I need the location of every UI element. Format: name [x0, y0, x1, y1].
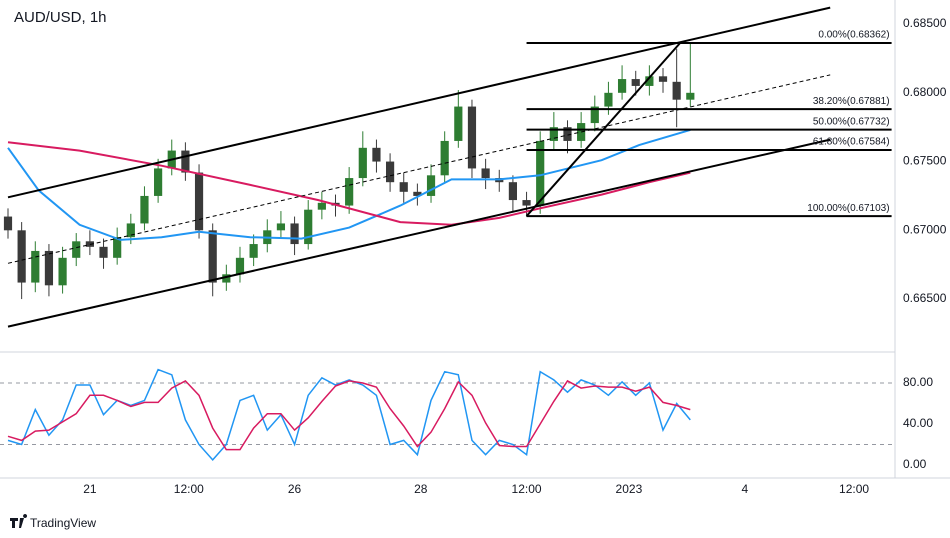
- y-tick-label: 0.68500: [903, 16, 947, 30]
- candle-body: [44, 250, 54, 286]
- candle-body: [440, 140, 449, 176]
- line: [7, 128, 691, 241]
- candle-body: [645, 76, 654, 86]
- line: [7, 379, 691, 451]
- plot-area: [0, 6, 895, 462]
- candle-body: [672, 81, 681, 100]
- candle-body: [426, 175, 436, 196]
- candle-body: [345, 178, 354, 206]
- y-tick-label: 0.67500: [903, 154, 947, 168]
- y-tick-label: 0.67000: [903, 222, 947, 236]
- candle-body: [140, 195, 149, 224]
- x-tick-label: 12:00: [512, 482, 542, 496]
- candle-body: [181, 150, 190, 173]
- candle-body: [617, 79, 627, 93]
- candle-body: [549, 127, 558, 141]
- line: [7, 368, 691, 462]
- line: [7, 141, 691, 226]
- candle-body: [194, 172, 204, 231]
- chart-title: AUD/USD, 1h: [14, 9, 107, 26]
- candle-body: [372, 147, 381, 162]
- brand-logo: [10, 514, 28, 528]
- candle-body: [522, 200, 531, 206]
- candle-body: [317, 202, 326, 210]
- candle-body: [454, 106, 463, 141]
- x-tick-label: 28: [414, 482, 428, 496]
- candle-body: [631, 79, 640, 86]
- candle-body: [126, 223, 135, 238]
- candle-body: [304, 209, 313, 245]
- fib-label: 61.80%(0.67584): [813, 137, 890, 148]
- candle-body: [563, 127, 572, 141]
- candle-body: [276, 223, 286, 231]
- line: [7, 74, 831, 264]
- x-tick-label: 21: [83, 482, 97, 496]
- fib-label: 0.00%(0.68362): [818, 30, 889, 41]
- candle-body: [413, 191, 422, 196]
- candle-body: [290, 223, 299, 245]
- line: [7, 138, 831, 328]
- y-tick-label: 0.68000: [903, 85, 947, 99]
- candle-body: [481, 168, 490, 179]
- candle-body: [58, 257, 67, 286]
- candle-body: [31, 250, 40, 283]
- candle-body: [508, 182, 518, 201]
- y-tick-label: 40.00: [903, 416, 933, 430]
- x-tick-label: 2023: [616, 482, 643, 496]
- candle-body: [536, 140, 545, 206]
- candle-body: [154, 168, 163, 196]
- x-tick-label: 4: [742, 482, 749, 496]
- candle-body: [222, 274, 231, 283]
- candle-body: [399, 182, 408, 192]
- y-tick-label: 0.66500: [903, 291, 947, 305]
- x-tick-label: 12:00: [174, 482, 204, 496]
- fib-label: 38.20%(0.67881): [813, 96, 890, 107]
- brand-name: TradingView: [30, 516, 96, 530]
- candle-body: [604, 92, 613, 107]
- candle-body: [467, 106, 477, 169]
- fib-label: 100.00%(0.67103): [807, 203, 889, 214]
- candle-body: [358, 147, 367, 179]
- fib-label: 50.00%(0.67732): [813, 116, 890, 127]
- y-tick-label: 80.00: [903, 375, 933, 389]
- candle-body: [658, 76, 668, 82]
- candle-body: [385, 161, 395, 183]
- candle-body: [208, 230, 217, 283]
- y-tick-label: 0.00: [903, 457, 927, 471]
- x-tick-label: 26: [288, 482, 302, 496]
- candle-body: [590, 106, 599, 124]
- candle-body: [235, 257, 245, 275]
- candle-body: [113, 237, 122, 258]
- candle-body: [3, 216, 13, 231]
- line: [7, 6, 831, 199]
- candle-body: [577, 123, 586, 141]
- x-tick-label: 12:00: [839, 482, 869, 496]
- candle-body: [99, 246, 108, 258]
- candle-body: [72, 241, 81, 258]
- candle-body: [249, 244, 258, 258]
- candle-body: [686, 92, 695, 100]
- candle-body: [17, 230, 26, 283]
